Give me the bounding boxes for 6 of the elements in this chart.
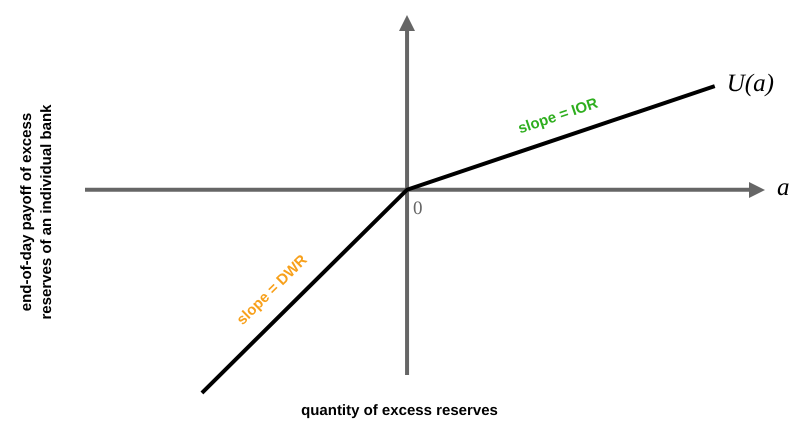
text: a [777, 174, 790, 202]
y-axis-title: end-of-day payoff of excess reserves of an individual bank [17, 103, 56, 322]
series-label: U(a) [726, 70, 774, 98]
annotation: slope = IOR [516, 94, 600, 138]
annotation: 0 [413, 198, 423, 220]
x-axis-title: quantity of excess reserves [300, 402, 499, 419]
